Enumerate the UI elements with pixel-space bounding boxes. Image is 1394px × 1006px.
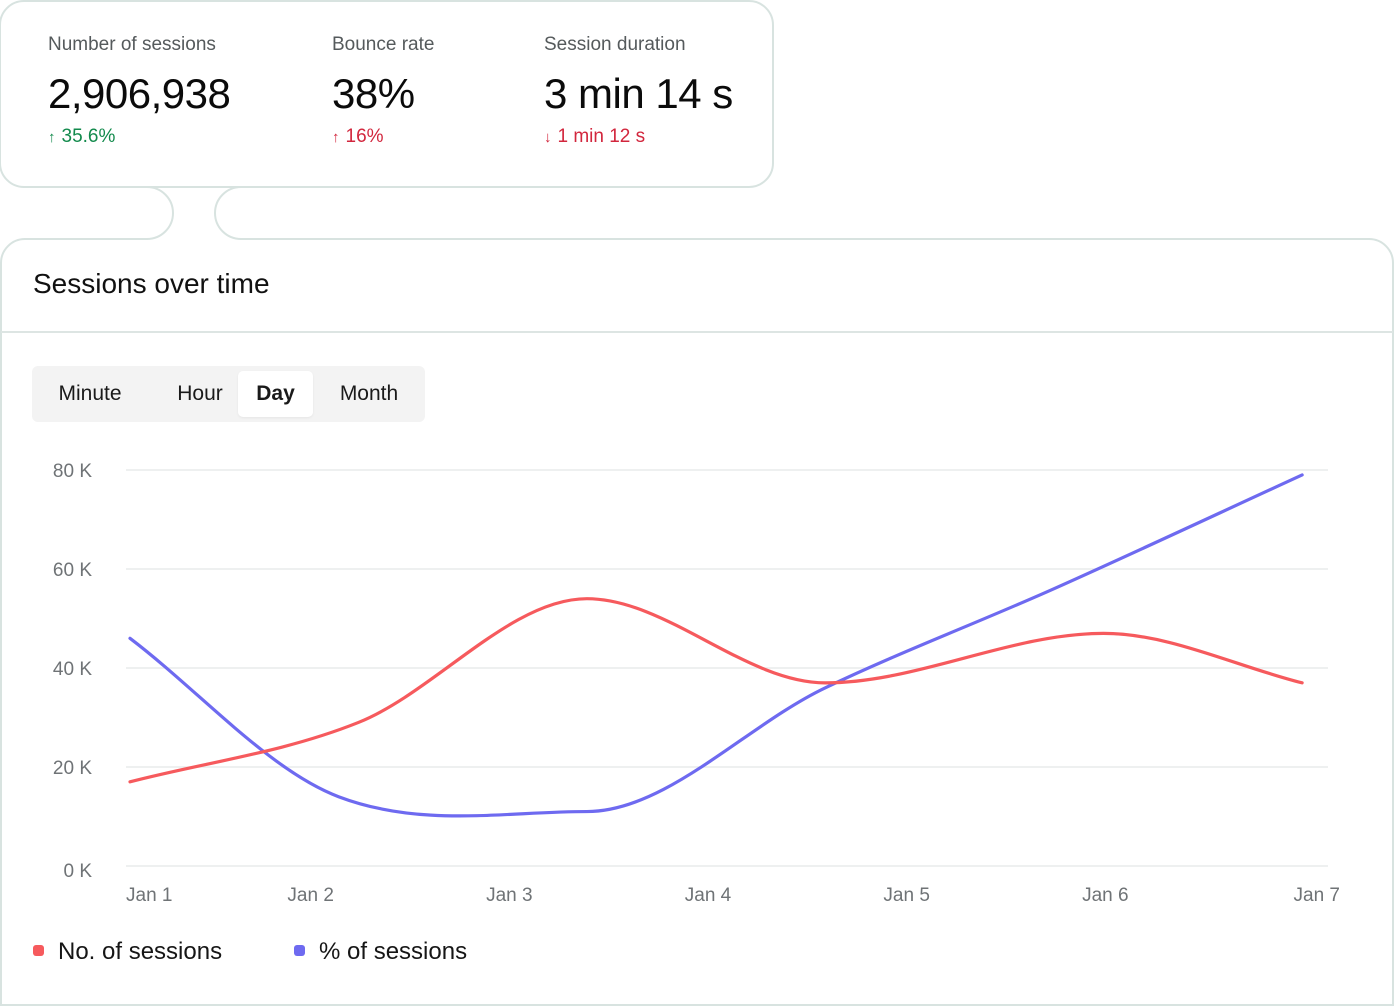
y-tick-label: 0 K <box>63 861 92 882</box>
stat-label: Bounce rate <box>332 34 435 55</box>
x-tick-label: Jan 5 <box>883 885 929 906</box>
stat-value: 3 min 14 s <box>544 70 733 117</box>
arrow-up-icon: ↑ <box>332 129 340 146</box>
y-tick-label: 40 K <box>53 659 92 680</box>
stat-value: 38% <box>332 70 415 117</box>
legend-item-sessions[interactable]: No. of sessions <box>33 938 222 966</box>
stat-change-value: 1 min 12 s <box>557 126 646 147</box>
arrow-up-icon: ↑ <box>48 129 56 146</box>
y-tick-label: 60 K <box>53 560 92 581</box>
stat-session-duration: Session duration 3 min 14 s ↓ 1 min 12 s <box>544 34 733 148</box>
legend-swatch <box>294 945 305 957</box>
x-tick-label: Jan 3 <box>486 885 532 906</box>
stat-change: ↑ 35.6% <box>48 126 230 148</box>
stat-change: ↑ 16% <box>332 126 434 148</box>
x-tick-label: Jan 4 <box>685 885 732 906</box>
tab-hour[interactable]: Hour <box>177 382 223 405</box>
x-tick-label: Jan 6 <box>1082 885 1128 906</box>
tab-minute[interactable]: Minute <box>58 382 122 405</box>
y-tick-label: 80 K <box>53 461 92 482</box>
x-tick-label: Jan 2 <box>287 885 333 906</box>
stat-change-value: 16% <box>345 126 384 147</box>
card-title: Sessions over time <box>33 268 270 299</box>
stat-sessions: Number of sessions 2,906,938 ↑ 35.6% <box>48 34 231 148</box>
stat-label: Number of sessions <box>48 34 216 55</box>
series-line-percent <box>128 473 1304 818</box>
stat-change-value: 35.6% <box>61 126 116 147</box>
legend-swatch <box>33 945 44 957</box>
legend-item-percent[interactable]: % of sessions <box>294 938 467 966</box>
stat-value: 2,906,938 <box>48 70 231 117</box>
legend-label: No. of sessions <box>58 938 223 965</box>
x-tick-label: Jan 7 <box>1294 885 1340 906</box>
stat-label: Session duration <box>544 34 686 55</box>
arrow-down-icon: ↓ <box>544 129 552 146</box>
y-tick-label: 20 K <box>53 758 92 779</box>
tab-day[interactable]: Day <box>238 371 313 417</box>
stat-bounce-rate: Bounce rate 38% ↑ 16% <box>332 34 434 148</box>
series-line-sessions <box>128 597 1304 784</box>
tab-month[interactable]: Month <box>339 382 399 405</box>
legend-label: % of sessions <box>319 938 468 965</box>
x-tick-label: Jan 1 <box>126 885 172 906</box>
time-range-selector: Minute Hour Day Month <box>32 366 425 422</box>
stat-change: ↓ 1 min 12 s <box>544 126 733 148</box>
